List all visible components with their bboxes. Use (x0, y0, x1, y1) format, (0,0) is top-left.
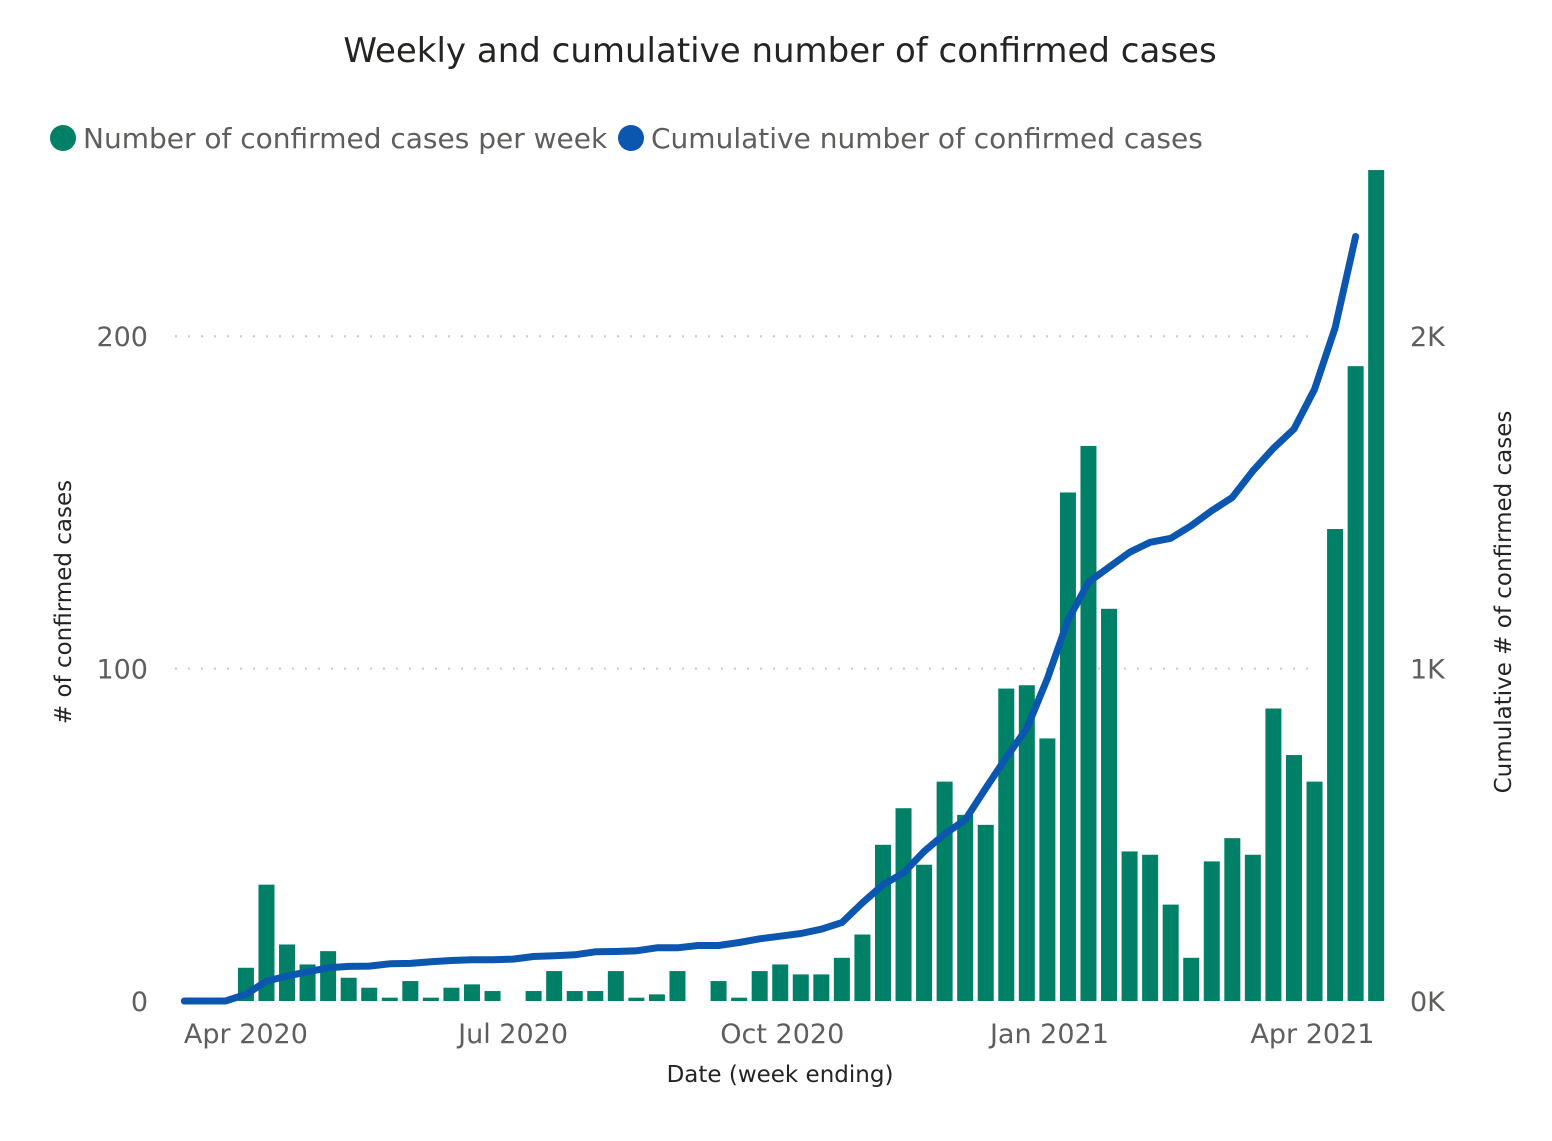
bar-week-10 (381, 997, 398, 1001)
bar-week-31 (813, 974, 830, 1001)
bar-week-47 (1142, 854, 1159, 1001)
bar-week-44 (1080, 445, 1097, 1002)
bar-week-30 (792, 974, 809, 1001)
bar-week-42 (1039, 738, 1056, 1001)
bar-week-52 (1244, 854, 1261, 1001)
bar-week-4 (258, 884, 275, 1001)
x-tick-label: Apr 2021 (1250, 1019, 1374, 1050)
x-tick-label: Jan 2021 (988, 1019, 1109, 1050)
bar-week-56 (1327, 529, 1344, 1001)
bar-week-45 (1101, 608, 1118, 1001)
bar-week-9 (361, 987, 378, 1001)
bar-week-48 (1162, 904, 1179, 1001)
x-tick-label: Jul 2020 (456, 1019, 568, 1050)
y-axis-title: # of confirmed cases (51, 480, 77, 724)
bar-week-33 (854, 934, 871, 1001)
y2-tick-label: 1K (1410, 655, 1446, 686)
y-tick-label: 200 (96, 322, 148, 353)
cumulative-line (180, 233, 1360, 1005)
bar-week-26 (710, 981, 727, 1001)
bar-week-35 (895, 808, 912, 1001)
weekly-bars (237, 170, 1385, 1002)
gridlines (175, 335, 1312, 670)
bar-week-43 (1059, 492, 1076, 1001)
bar-week-17 (525, 991, 542, 1001)
bar-week-32 (833, 957, 850, 1001)
bar-week-13 (443, 987, 460, 1001)
bar-week-39 (977, 824, 994, 1001)
bar-week-49 (1183, 957, 1200, 1001)
x-tick-label: Oct 2020 (720, 1019, 844, 1050)
legend-swatch-weekly (50, 125, 76, 151)
x-tick-label: Apr 2020 (184, 1019, 308, 1050)
y2-axis-title: Cumulative # of confirmed cases (1491, 411, 1517, 794)
y2-tick-label: 2K (1410, 322, 1446, 353)
y2-tick-label: 0K (1410, 987, 1446, 1018)
bar-week-38 (957, 814, 974, 1001)
bar-week-36 (916, 864, 933, 1001)
bar-week-57 (1347, 366, 1364, 1001)
y-tick-label: 100 (96, 655, 148, 686)
bar-week-46 (1121, 851, 1138, 1001)
bar-week-23 (648, 994, 665, 1001)
legend-label-cumulative: Cumulative number of confirmed cases (651, 122, 1203, 155)
bar-week-24 (669, 971, 686, 1001)
left-axis-ticks: 0 100 200 (96, 322, 148, 1018)
legend-label-weekly: Number of confirmed cases per week (83, 122, 608, 155)
x-axis-ticks: Apr 2020 Jul 2020 Oct 2020 Jan 2021 Apr 2021 (184, 1019, 1375, 1050)
x-axis-title: Date (week ending) (667, 1062, 894, 1088)
legend-swatch-cumulative (618, 125, 644, 151)
bar-week-8 (340, 977, 357, 1001)
bar-week-37 (936, 781, 953, 1001)
bar-week-18 (546, 971, 563, 1001)
bar-week-7 (320, 951, 337, 1001)
bar-week-40 (998, 688, 1015, 1001)
bar-week-14 (463, 984, 480, 1001)
bar-week-41 (1018, 685, 1035, 1001)
bar-week-50 (1203, 861, 1220, 1001)
bar-week-34 (874, 844, 891, 1001)
bar-week-22 (628, 997, 645, 1001)
bar-week-29 (772, 964, 789, 1001)
y-tick-label: 0 (131, 987, 148, 1018)
bar-week-54 (1285, 755, 1302, 1001)
legend[interactable]: Number of confirmed cases per week Cumul… (50, 122, 1203, 155)
bar-week-11 (402, 981, 419, 1001)
bar-week-21 (607, 971, 624, 1001)
bar-week-19 (566, 991, 583, 1001)
bar-week-12 (422, 997, 439, 1001)
bar-week-28 (751, 971, 768, 1001)
bar-week-20 (587, 991, 604, 1001)
bar-week-55 (1306, 781, 1323, 1001)
chart-title: Weekly and cumulative number of confirme… (343, 31, 1216, 71)
bar-week-53 (1265, 708, 1282, 1001)
bar-week-58 (1368, 170, 1385, 1001)
bar-week-27 (731, 997, 748, 1001)
bar-week-15 (484, 991, 501, 1001)
right-axis-ticks: 0K 1K 2K (1410, 322, 1446, 1018)
bar-week-51 (1224, 838, 1241, 1001)
